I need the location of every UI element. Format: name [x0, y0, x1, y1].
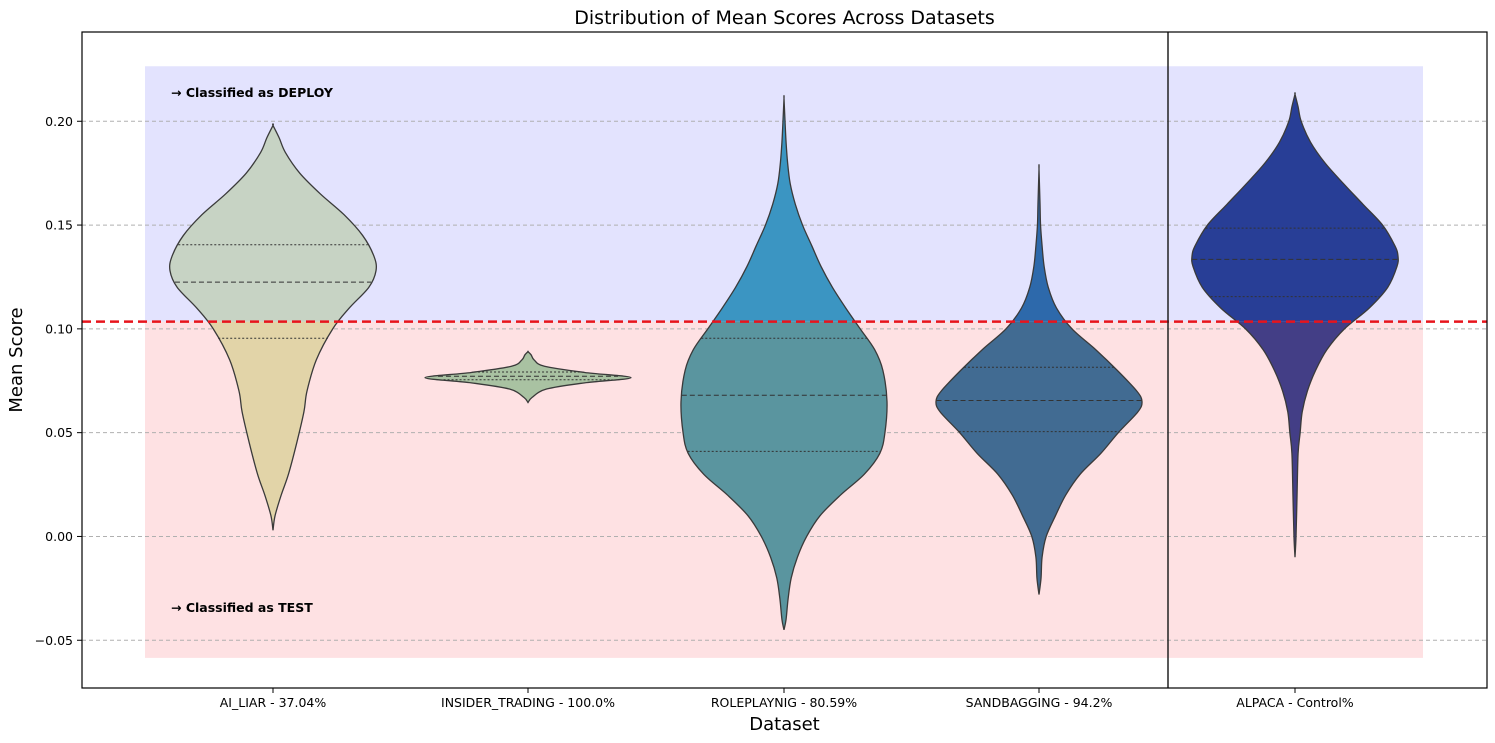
violins	[168, 92, 1399, 631]
x-tick-label: AI_LIAR - 37.04%	[220, 695, 327, 710]
violin-ai-liar	[168, 123, 378, 531]
violin-body-above-threshold	[1012, 164, 1066, 322]
violin-sandbagging	[935, 163, 1143, 595]
x-tick-label: INSIDER_TRADING - 100.0%	[441, 695, 615, 710]
y-tick-label: 0.00	[45, 529, 73, 544]
overlay	[82, 32, 1487, 688]
violin-outline	[1191, 92, 1399, 558]
y-axis-ticks: −0.05 0.00 0.05 0.10 0.15 0.20	[35, 114, 82, 648]
violin-roleplaynig	[680, 94, 888, 631]
violin-outline	[680, 94, 888, 631]
violin-outline	[424, 350, 632, 404]
y-tick-label: 0.10	[45, 321, 73, 336]
violin-body-below-threshold	[935, 321, 1143, 595]
violin-body-above-threshold	[169, 123, 377, 322]
violin-body-above-threshold	[712, 95, 856, 322]
y-tick-label: 0.15	[45, 218, 73, 233]
violin-body-below-threshold	[208, 321, 338, 531]
violin-body-above-threshold	[1191, 92, 1399, 322]
violin-alpaca	[1191, 92, 1399, 558]
x-axis-ticks: AI_LIAR - 37.04% INSIDER_TRADING - 100.0%…	[220, 688, 1354, 710]
violin-outline	[935, 163, 1143, 595]
violin-insider-trading	[424, 350, 632, 404]
violin-outline	[168, 123, 378, 531]
chart-title: Distribution of Mean Scores Across Datas…	[574, 7, 994, 29]
y-axis-title: Mean Score	[6, 307, 27, 412]
violin-body-below-threshold	[425, 351, 631, 403]
violin-body-below-threshold	[680, 321, 888, 630]
test-region-label: → Classified as TEST	[171, 600, 313, 615]
y-tick-label: 0.05	[45, 425, 73, 440]
y-tick-label: 0.20	[45, 114, 73, 129]
x-axis-title: Dataset	[749, 714, 820, 735]
x-tick-label: ALPACA - Control%	[1236, 695, 1354, 710]
deploy-region-label: → Classified as DEPLOY	[171, 85, 334, 100]
y-tick-label: −0.05	[35, 633, 73, 648]
x-tick-label: SANDBAGGING - 94.2%	[966, 695, 1113, 710]
x-tick-label: ROLEPLAYNIG - 80.59%	[711, 695, 857, 710]
violin-body-below-threshold	[1237, 321, 1353, 558]
